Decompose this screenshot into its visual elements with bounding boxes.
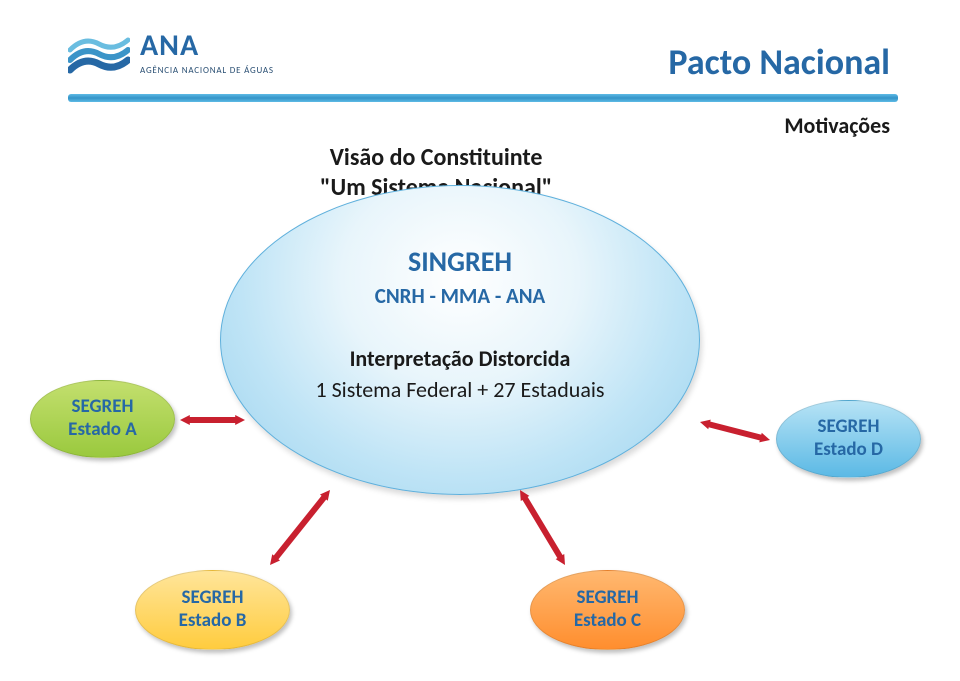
header-divider — [68, 94, 898, 102]
heading-line1: Visão do Constituinte — [320, 143, 552, 173]
node-label: SEGREH — [576, 587, 638, 610]
node-label: SEGREH — [71, 396, 133, 419]
logo: ANA AGÊNCIA NACIONAL DE ÁGUAS — [68, 30, 274, 76]
node-label: SEGREH — [817, 416, 879, 439]
central-line1: SINGREH — [408, 244, 512, 279]
water-wave-icon — [68, 30, 130, 76]
central-ellipse: SINGREH CNRH - MMA - ANA Interpretação D… — [220, 185, 700, 495]
central-line2: CNRH - MMA - ANA — [375, 283, 546, 309]
node-estado-a: SEGREHEstado A — [30, 380, 175, 458]
node-sublabel: Estado C — [574, 610, 641, 633]
node-sublabel: Estado D — [814, 439, 883, 462]
arrow-c — [520, 490, 565, 565]
arrow-d — [700, 420, 770, 443]
page-title: Pacto Nacional — [668, 40, 890, 84]
node-sublabel: Estado B — [179, 610, 247, 633]
page-subtitle: Motivações — [784, 112, 890, 139]
node-estado-c: SEGREHEstado C — [530, 570, 685, 650]
logo-text: ANA AGÊNCIA NACIONAL DE ÁGUAS — [140, 31, 274, 76]
node-estado-d: SEGREHEstado D — [776, 400, 921, 478]
central-line4: 1 Sistema Federal + 27 Estaduais — [315, 376, 604, 403]
arrow-a — [180, 415, 245, 425]
arrow-b — [270, 490, 330, 565]
node-estado-b: SEGREHEstado B — [135, 570, 290, 650]
logo-brand: ANA — [140, 31, 274, 61]
node-sublabel: Estado A — [68, 419, 137, 442]
logo-tagline: AGÊNCIA NACIONAL DE ÁGUAS — [140, 65, 274, 76]
central-line3: Interpretação Distorcida — [350, 345, 571, 372]
node-label: SEGREH — [181, 587, 243, 610]
